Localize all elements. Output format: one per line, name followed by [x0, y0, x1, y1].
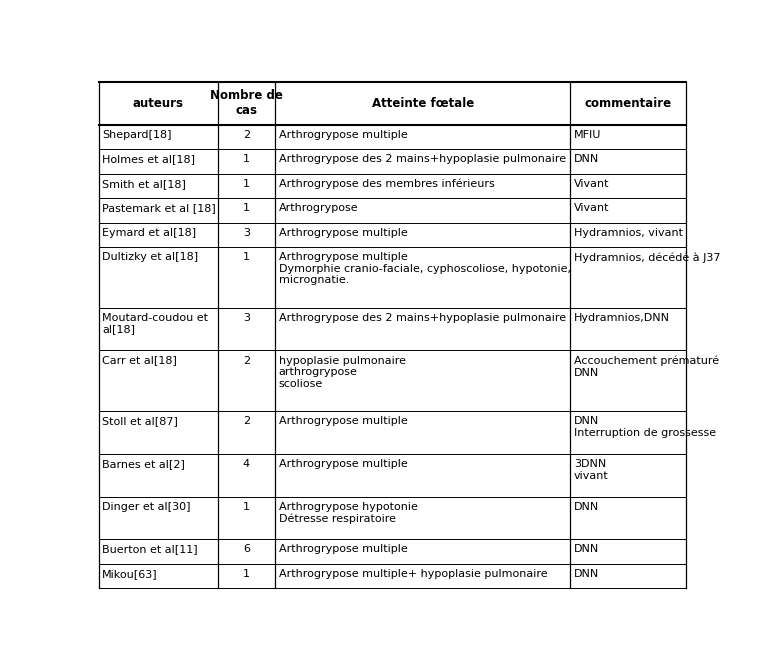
Text: Arthrogrypose multiple: Arthrogrypose multiple — [278, 459, 408, 469]
Text: 2: 2 — [243, 130, 250, 140]
Text: Arthrogrypose des 2 mains+hypoplasie pulmonaire: Arthrogrypose des 2 mains+hypoplasie pul… — [278, 313, 566, 323]
Text: Buerton et al[11]: Buerton et al[11] — [102, 544, 197, 554]
Text: Arthrogrypose multiple: Arthrogrypose multiple — [278, 228, 408, 238]
Text: 6: 6 — [243, 544, 250, 554]
Text: Moutard-coudou et
al[18]: Moutard-coudou et al[18] — [102, 313, 208, 334]
Text: Arthrogrypose: Arthrogrypose — [278, 203, 359, 213]
Text: Hydramnios,DNN: Hydramnios,DNN — [574, 313, 670, 323]
Text: 3: 3 — [243, 313, 250, 323]
Text: commentaire: commentaire — [584, 97, 672, 110]
Text: DNN: DNN — [574, 544, 599, 554]
Text: 1: 1 — [243, 154, 250, 164]
Text: Atteinte fœtale: Atteinte fœtale — [372, 97, 474, 110]
Text: Dultizky et al[18]: Dultizky et al[18] — [102, 252, 198, 262]
Text: Carr et al[18]: Carr et al[18] — [102, 355, 177, 365]
Text: 1: 1 — [243, 252, 250, 262]
Text: 2: 2 — [243, 355, 250, 365]
Text: auteurs: auteurs — [132, 97, 184, 110]
Text: DNN: DNN — [574, 502, 599, 512]
Text: MFIU: MFIU — [574, 130, 601, 140]
Text: Arthrogrypose multiple: Arthrogrypose multiple — [278, 544, 408, 554]
Text: 1: 1 — [243, 203, 250, 213]
Text: Arthrogrypose hypotonie
Détresse respiratoire: Arthrogrypose hypotonie Détresse respira… — [278, 502, 418, 524]
Text: Stoll et al[87]: Stoll et al[87] — [102, 416, 178, 426]
Text: Mikou[63]: Mikou[63] — [102, 569, 158, 579]
Text: Arthrogrypose multiple: Arthrogrypose multiple — [278, 130, 408, 140]
Text: Shepard[18]: Shepard[18] — [102, 130, 171, 140]
Text: Vivant: Vivant — [574, 179, 610, 189]
Text: 3: 3 — [243, 228, 250, 238]
Text: Hydramnios, décédé à J37: Hydramnios, décédé à J37 — [574, 252, 721, 263]
Text: Holmes et al[18]: Holmes et al[18] — [102, 154, 195, 164]
Text: Arthrogrypose multiple
Dymorphie cranio-faciale, cyphoscoliose, hypotonie,
micro: Arthrogrypose multiple Dymorphie cranio-… — [278, 252, 571, 285]
Text: Arthrogrypose multiple+ hypoplasie pulmonaire: Arthrogrypose multiple+ hypoplasie pulmo… — [278, 569, 548, 579]
Text: Vivant: Vivant — [574, 203, 610, 213]
Text: Pastemark et al [18]: Pastemark et al [18] — [102, 203, 216, 213]
Text: Arthrogrypose multiple: Arthrogrypose multiple — [278, 416, 408, 426]
Text: DNN: DNN — [574, 154, 599, 164]
Text: 4: 4 — [243, 459, 250, 469]
Text: Nombre de
cas: Nombre de cas — [210, 89, 283, 117]
Text: 1: 1 — [243, 502, 250, 512]
Text: Arthrogrypose des 2 mains+hypoplasie pulmonaire: Arthrogrypose des 2 mains+hypoplasie pul… — [278, 154, 566, 164]
Text: Smith et al[18]: Smith et al[18] — [102, 179, 186, 189]
Text: 2: 2 — [243, 416, 250, 426]
Text: hypoplasie pulmonaire
arthrogrypose
scoliose: hypoplasie pulmonaire arthrogrypose scol… — [278, 355, 405, 389]
Text: 3DNN
vivant: 3DNN vivant — [574, 459, 609, 481]
Text: DNN
Interruption de grossesse: DNN Interruption de grossesse — [574, 416, 716, 438]
Text: 1: 1 — [243, 569, 250, 579]
Text: Hydramnios, vivant: Hydramnios, vivant — [574, 228, 683, 238]
Text: Barnes et al[2]: Barnes et al[2] — [102, 459, 185, 469]
Text: 1: 1 — [243, 179, 250, 189]
Text: Accouchement prématuré
DNN: Accouchement prématuré DNN — [574, 355, 719, 377]
Text: Arthrogrypose des membres inférieurs: Arthrogrypose des membres inférieurs — [278, 179, 494, 189]
Text: Dinger et al[30]: Dinger et al[30] — [102, 502, 190, 512]
Text: DNN: DNN — [574, 569, 599, 579]
Text: Eymard et al[18]: Eymard et al[18] — [102, 228, 197, 238]
